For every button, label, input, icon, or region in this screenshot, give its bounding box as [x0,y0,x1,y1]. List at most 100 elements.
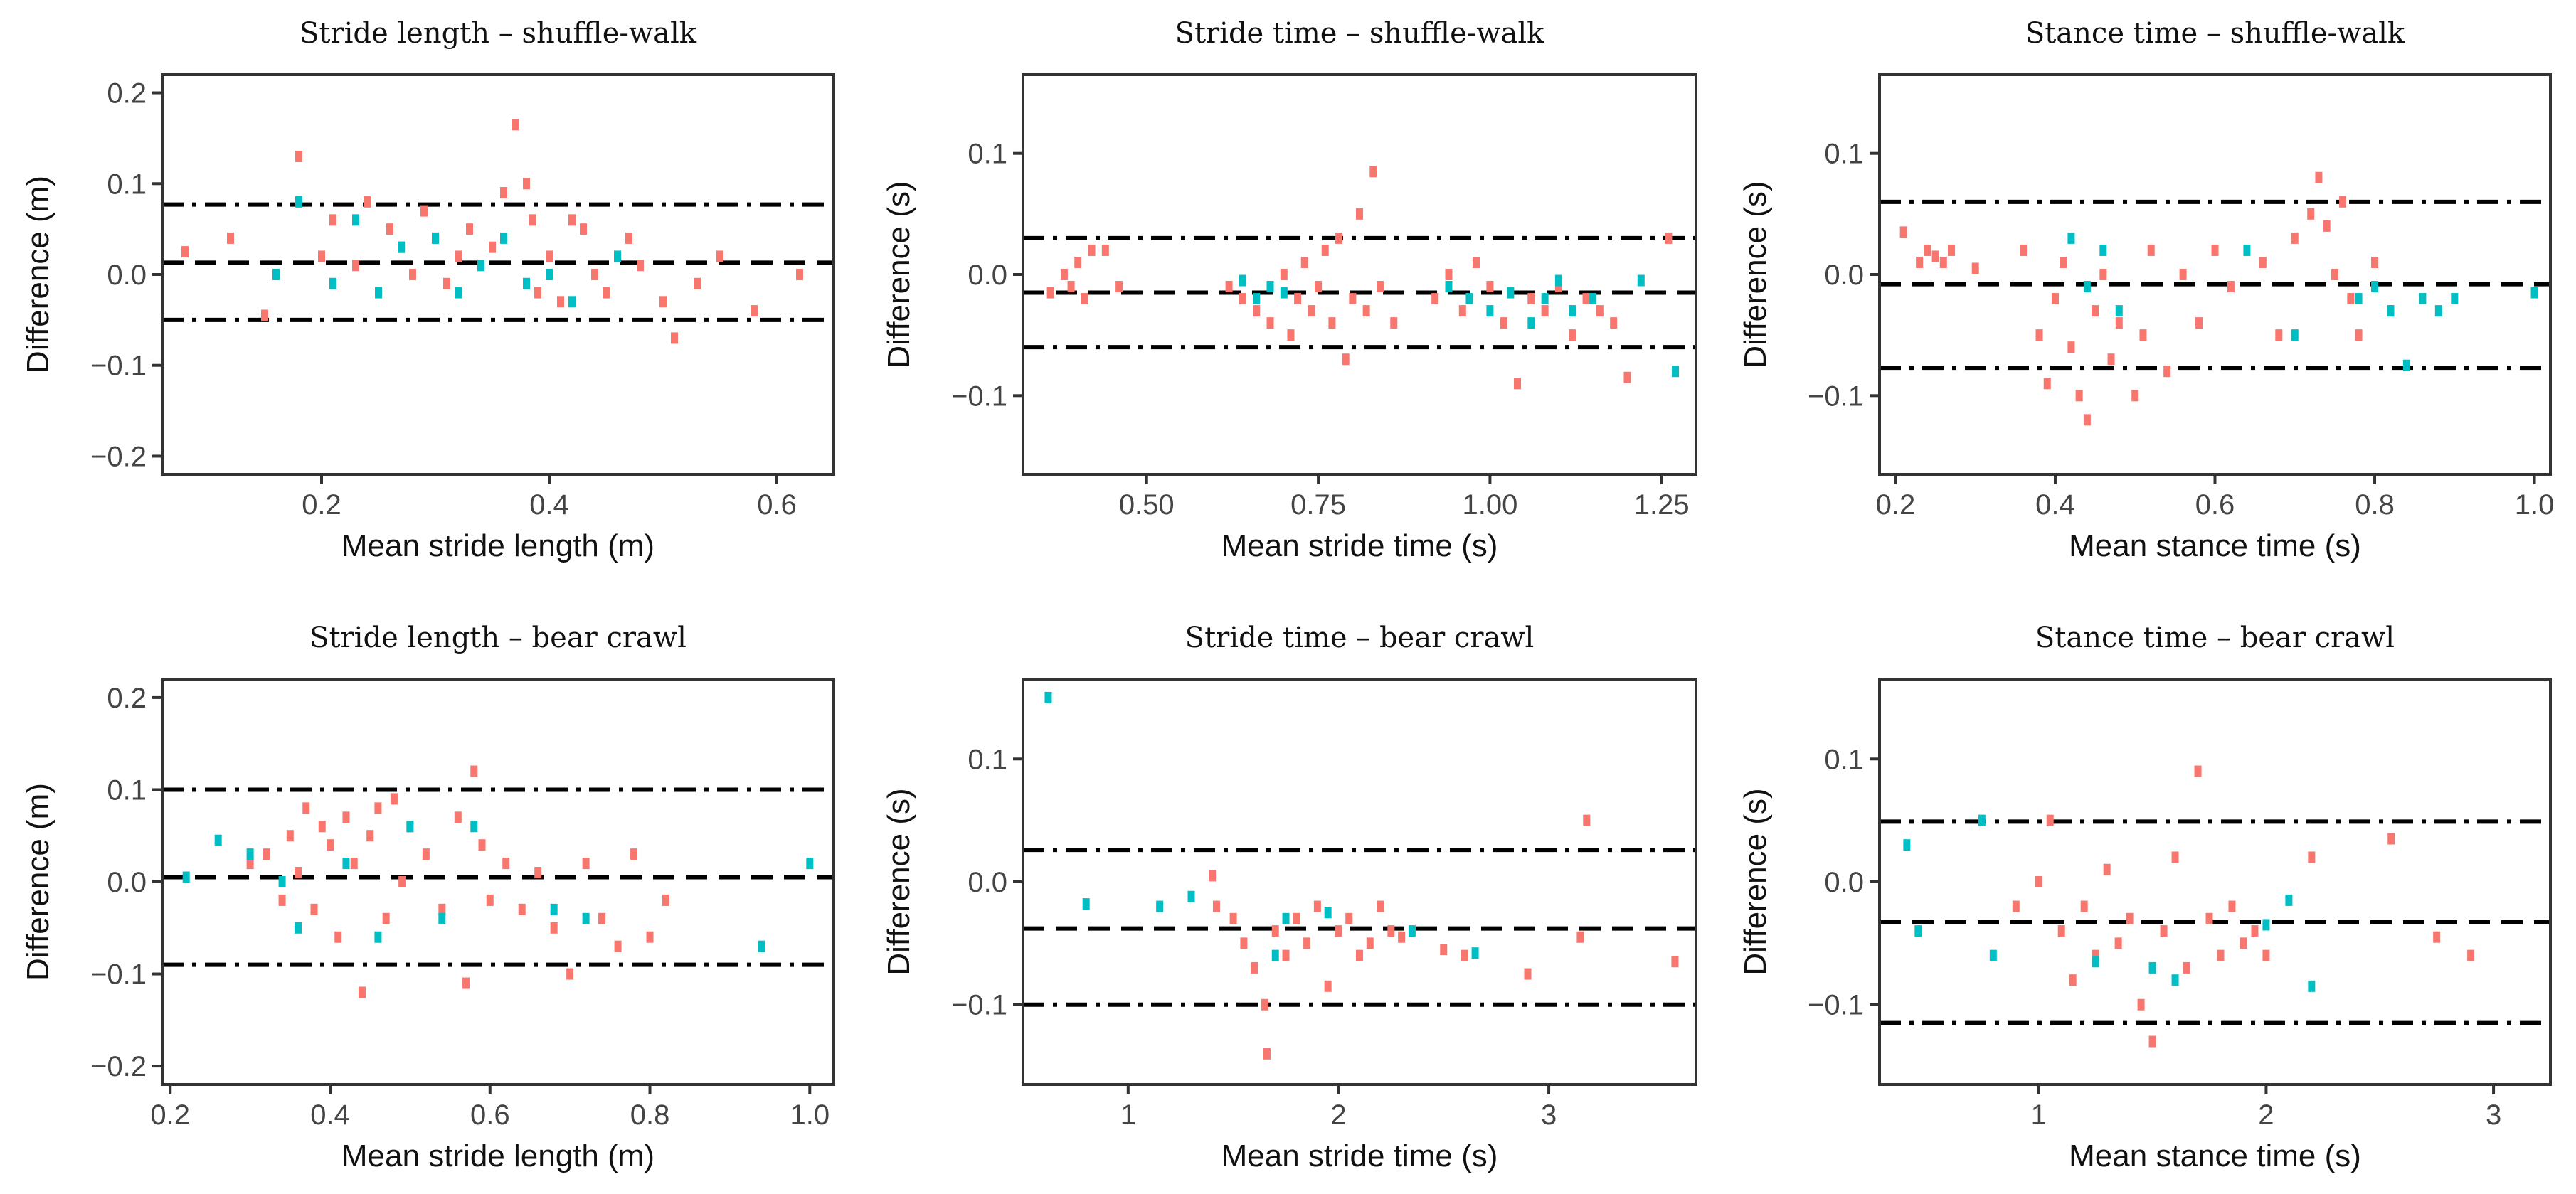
data-point-group-b [2092,956,2099,968]
y-axis-label: Difference (s) [881,181,916,368]
data-point-group-a [1514,378,1522,390]
data-point-group-a [1101,244,1109,256]
x-tick-label: 1.0 [2515,489,2555,521]
data-point-group-a [2012,900,2020,912]
data-point-group-a [2131,390,2139,402]
data-point-group-a [1596,305,1604,317]
data-point-group-b [182,871,190,883]
data-point-group-a [1473,256,1480,268]
data-point-group-a [2051,293,2059,305]
data-point-group-a [1115,281,1123,293]
data-point-group-a [1266,317,1274,329]
data-point-group-a [2259,256,2267,268]
data-point-group-a [1251,961,1258,974]
data-point-group-a [529,214,536,226]
data-point-group-a [1229,912,1237,924]
data-point-group-a [350,858,358,870]
plot-frame [161,73,835,476]
y-tick-label: 0.1 [107,774,147,806]
data-point-group-b [329,277,336,289]
data-point-group-b [2171,974,2179,986]
data-point-group-b [1989,949,1997,961]
data-point-group-b [1486,305,1494,317]
data-point-group-a [382,912,390,924]
data-point-group-b [295,196,302,208]
data-point-group-a [2433,931,2441,943]
data-point-group-b [295,922,302,934]
data-point-group-a [2387,833,2395,845]
data-point-group-b [1589,293,1597,305]
data-point-group-b [455,287,462,299]
data-point-group-a [2046,814,2054,826]
data-point-group-a [1461,949,1468,961]
data-point-group-a [438,903,446,915]
data-point-group-b [2530,287,2538,299]
data-point-group-b [546,269,553,280]
data-point-group-a [591,269,598,280]
data-point-group-a [334,931,342,943]
data-point-group-b [1266,281,1274,293]
data-point-group-a [1376,281,1384,293]
data-point-group-a [1369,166,1377,178]
data-point-group-b [1507,287,1515,299]
data-point-group-b [214,834,222,846]
data-point-group-a [263,848,270,860]
data-point-group-b [568,296,576,308]
chart-title: Stride length – bear crawl [309,622,687,654]
data-point-group-b [2243,244,2251,256]
data-point-group-a [2179,269,2187,280]
x-tick-label: 0.75 [1290,489,1346,521]
data-point-group-a [1293,912,1300,924]
chart-title: Stride time – shuffle-walk [1175,17,1545,50]
data-point-group-b [342,858,350,870]
data-point-group-a [557,296,564,308]
data-point-group-a [2099,269,2107,280]
data-point-group-a [1916,256,1924,268]
data-point-group-a [455,250,462,262]
data-point-group-a [796,269,803,280]
x-tick-label: 2 [1330,1099,1346,1131]
data-point-group-b [1471,947,1479,959]
x-tick-label: 0.8 [630,1099,670,1131]
data-point-group-a [598,912,606,924]
data-point-group-b [2419,293,2427,305]
data-point-group-a [2467,949,2475,961]
y-tick-label: 0.1 [107,169,147,200]
data-point-group-a [2092,949,2099,961]
data-point-group-a [227,232,234,244]
x-tick-label: 1.0 [790,1099,829,1131]
panel-1: Stride length – shuffle-walk 0.2 0.4 0.6 −0.… [21,17,835,563]
data-point-group-b [1239,274,1246,287]
data-point-group-b [2291,329,2299,341]
data-point-group-a [2114,937,2122,949]
data-point-group-a [1321,244,1329,256]
data-point-group-a [518,903,526,915]
data-point-group-a [523,178,530,190]
data-point-group-a [1294,293,1302,305]
data-point-group-a [1349,293,1357,305]
data-point-group-b [614,250,621,262]
y-tick-label: −0.1 [90,959,147,991]
data-point-group-a [2163,366,2171,378]
data-point-group-a [366,830,374,842]
plot-frame [161,678,835,1086]
data-point-group-a [1458,305,1466,317]
data-point-group-a [1046,287,1054,299]
data-point-group-a [462,977,470,989]
data-point-group-a [694,277,701,289]
y-tick-label: −0.1 [1808,990,1864,1021]
data-point-group-a [512,119,519,131]
data-point-group-a [1081,293,1088,305]
panel-4: Stride length – bear crawl 0.2 0.4 0.6 0.8 1.… [21,622,835,1173]
data-point-group-b [1282,912,1290,924]
data-point-group-a [2160,925,2168,937]
data-point-group-a [1554,281,1562,293]
x-tick-label: 0.6 [2195,489,2235,521]
data-point-group-b [432,232,439,244]
data-point-group-a [1610,317,1618,329]
data-point-group-b [2262,919,2270,931]
x-axis-label: Mean stride time (s) [1221,528,1498,563]
x-tick-label: 0.2 [150,1099,190,1131]
data-point-group-a [1240,937,1248,949]
data-point-group-a [2183,961,2190,974]
